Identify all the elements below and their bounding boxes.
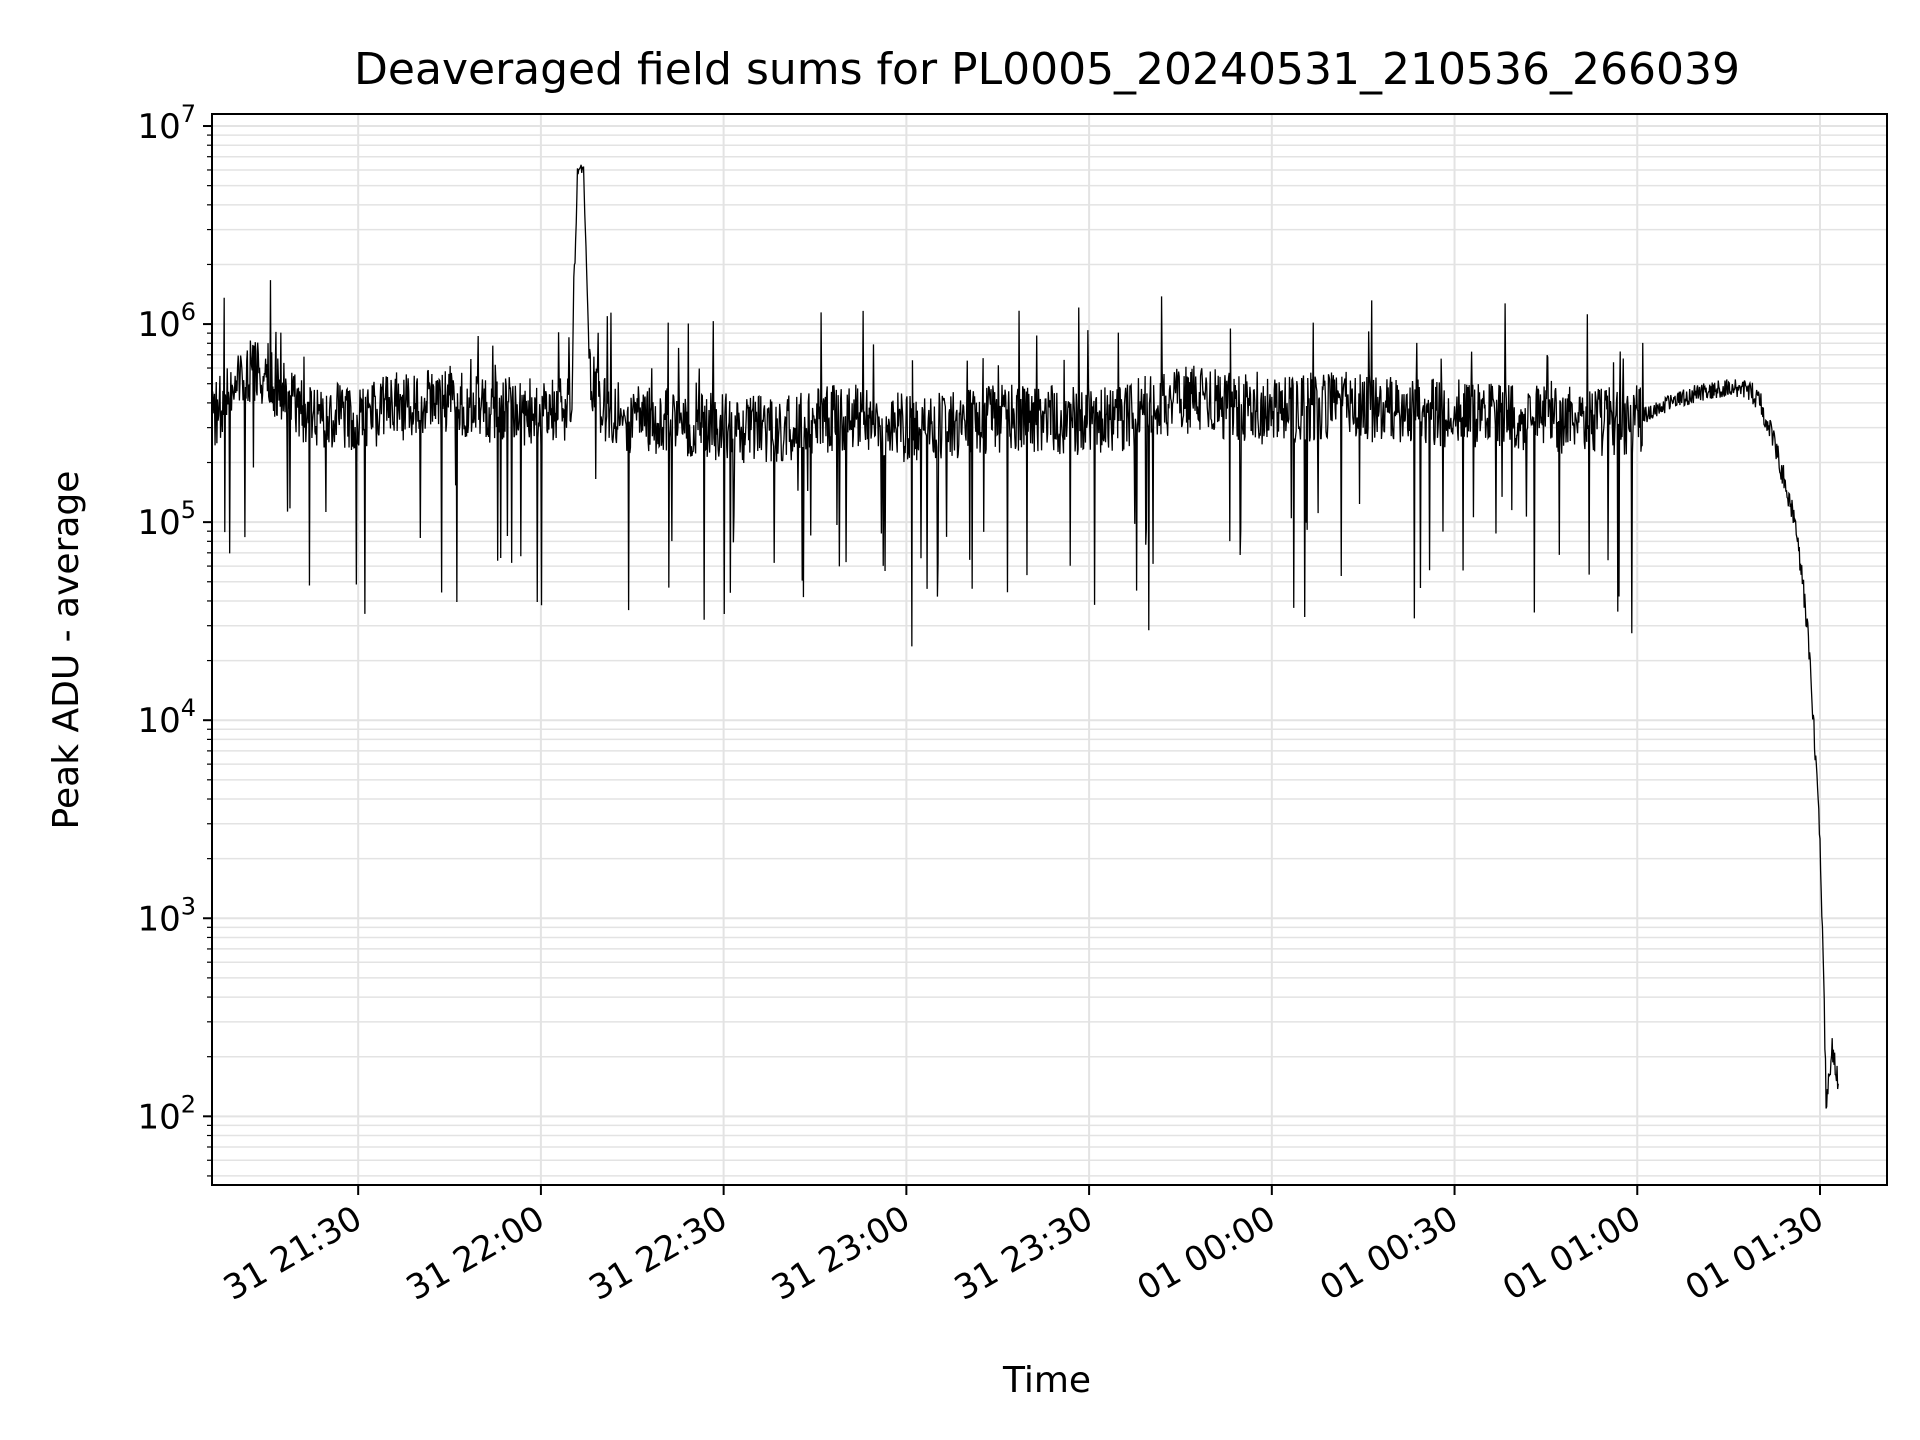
y-tick-label: 103 [137,892,196,939]
series-line-group [211,164,1839,1109]
plot-frame [211,113,1888,1186]
series-line [211,164,1839,1109]
y-tick-label: 106 [137,298,196,345]
y-axis-label: Peak ADU - average [46,471,87,830]
y-tick-label: 102 [137,1090,196,1137]
y-tick-label: 107 [137,100,196,147]
y-axis: 102 103 104 105 106 107 [137,100,212,1177]
y-tick-label: 105 [137,496,196,543]
y-tick-label: 104 [137,694,196,741]
x-axis-label: Time [1002,1360,1091,1401]
chart-title: Deaveraged field sums for PL0005_2024053… [354,44,1740,95]
